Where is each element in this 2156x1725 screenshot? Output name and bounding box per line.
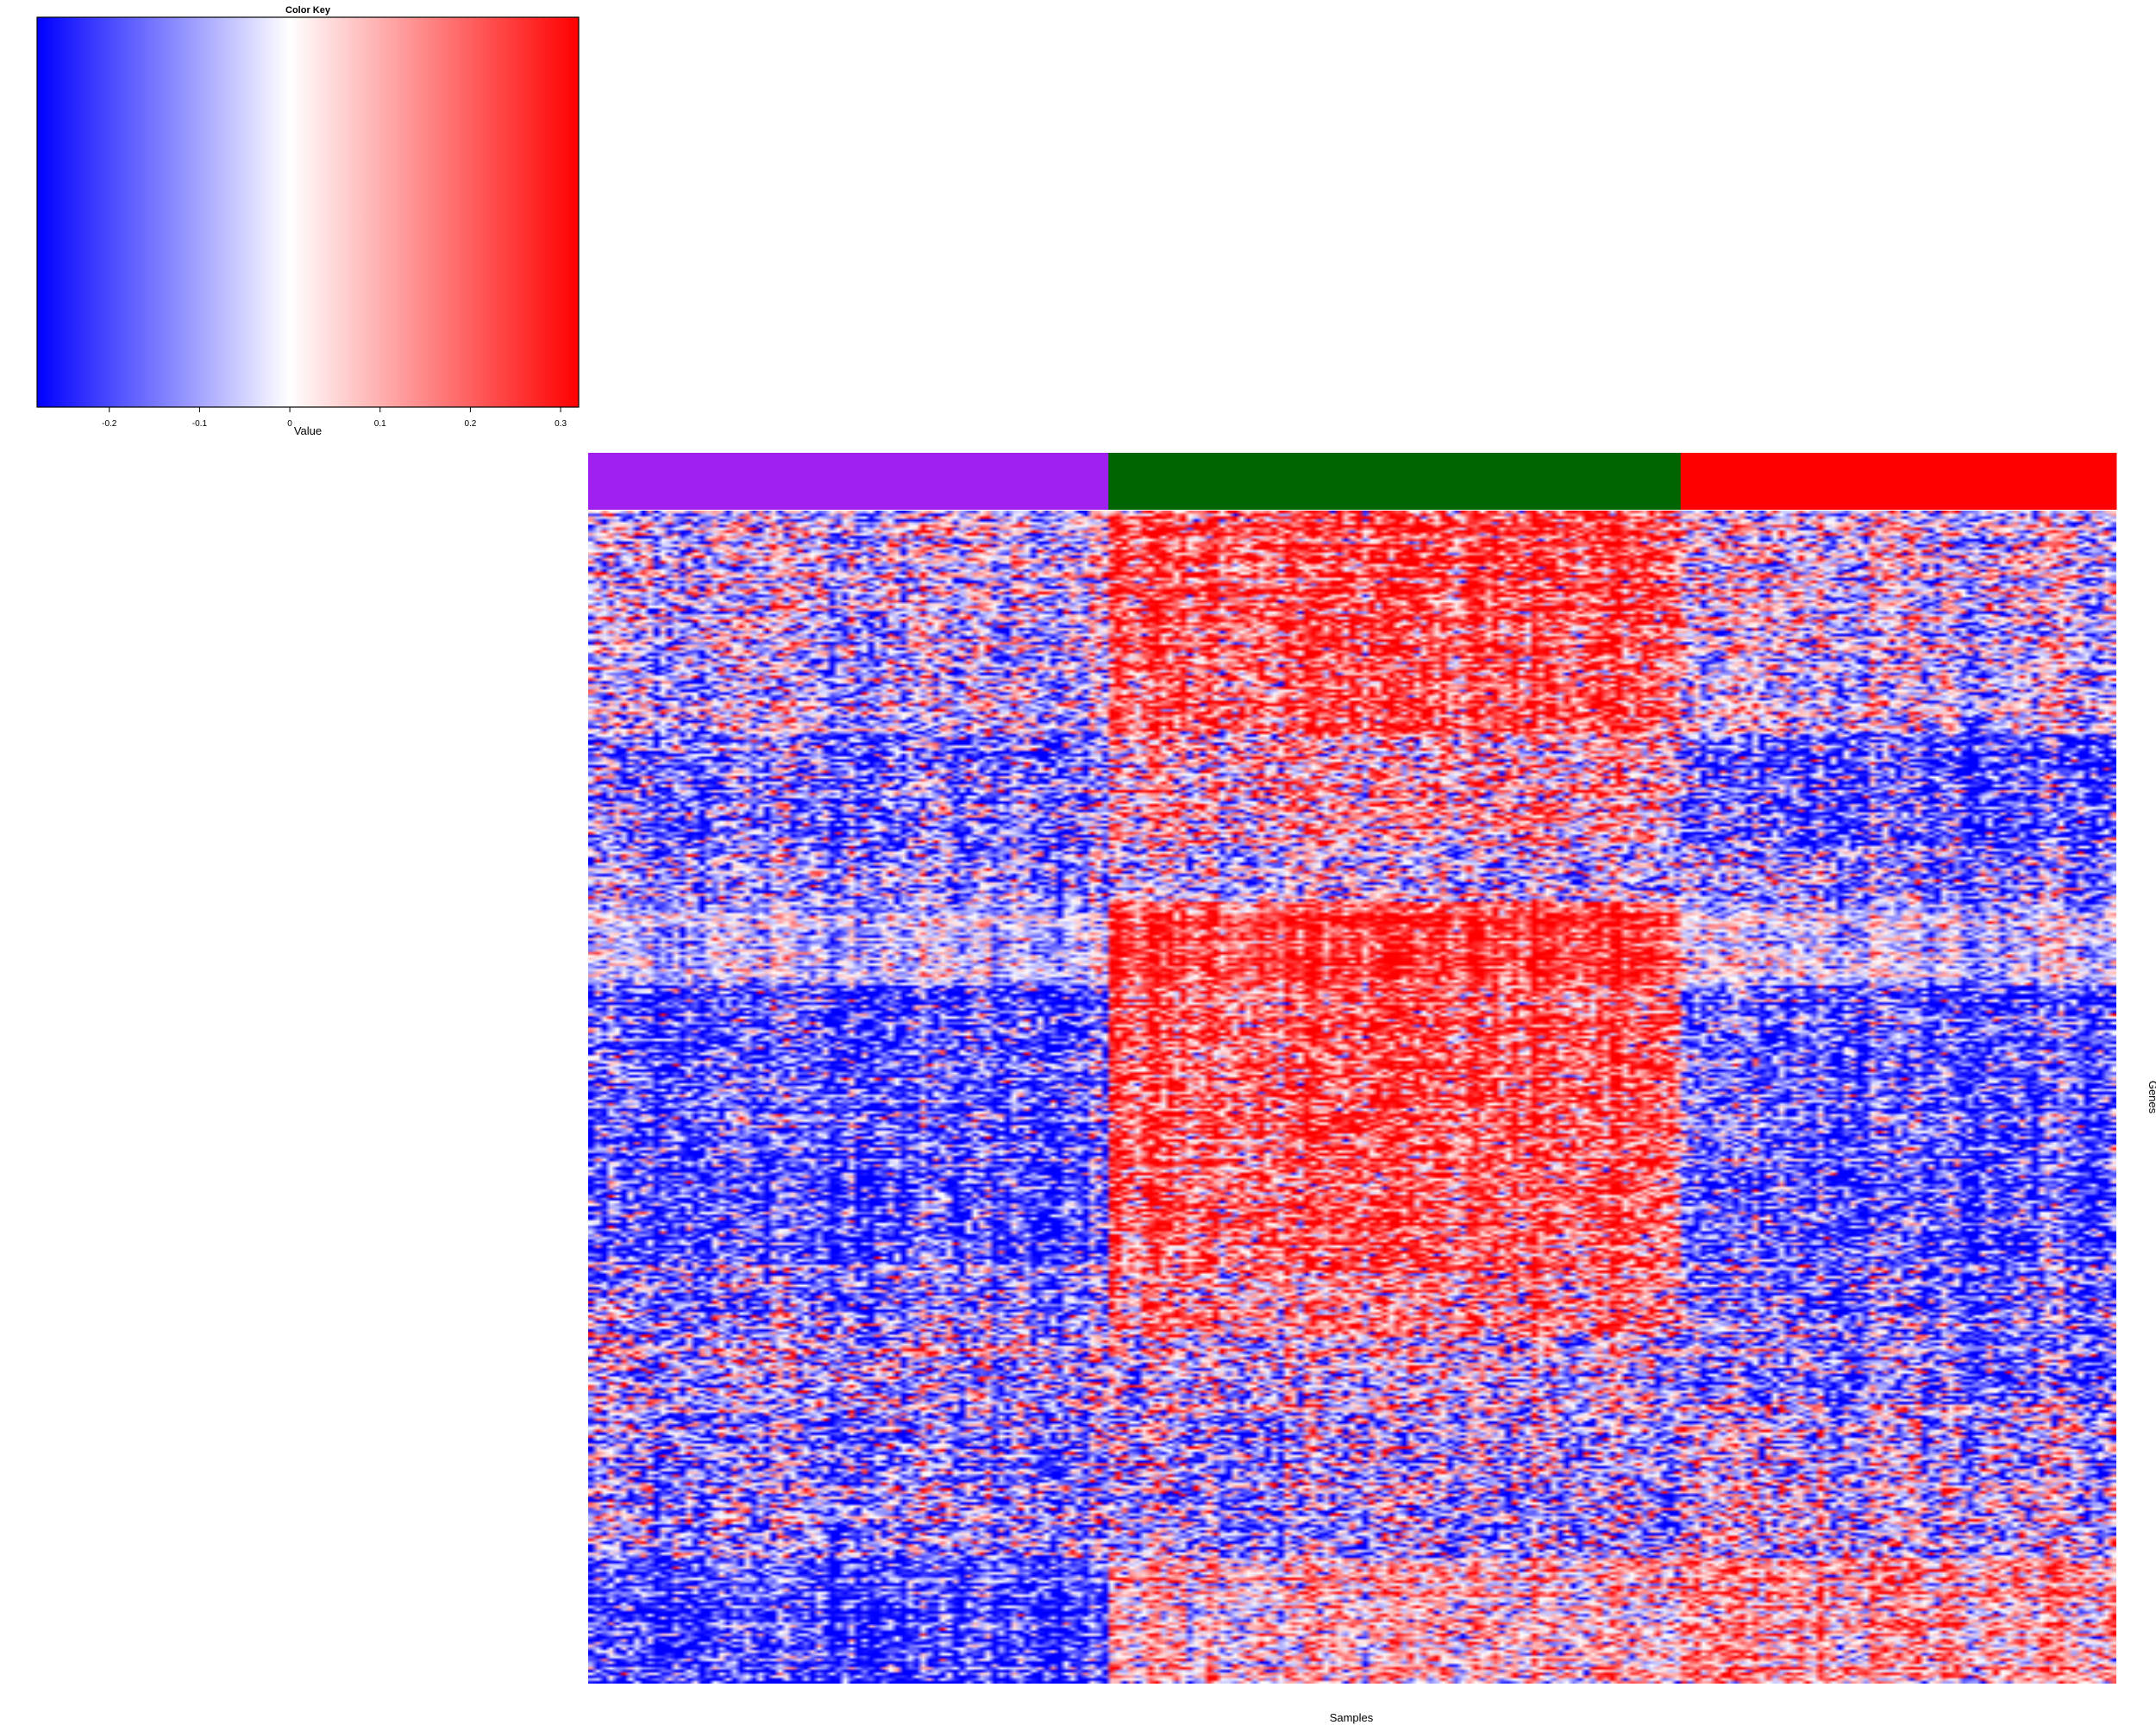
color-key-title: Color Key xyxy=(285,5,331,16)
color-key-xlabel: Value xyxy=(294,424,322,437)
color-key-axis: -0.2 -0.1 0 0.1 0.2 0.3 xyxy=(102,407,567,429)
color-key: Color Key -0.2 -0.1 0 0.1 0.2 0.3 Value xyxy=(36,5,580,437)
x-axis-label: Samples xyxy=(1330,1711,1374,1724)
side-color-group-1 xyxy=(588,453,1109,510)
color-key-tick-label: 0 xyxy=(287,419,292,429)
y-axis-label: Genes xyxy=(2147,1081,2156,1114)
color-key-tick-label: -0.1 xyxy=(192,419,208,429)
side-color-group-3 xyxy=(1680,453,2117,510)
color-key-tick-label: -0.2 xyxy=(102,419,117,429)
color-key-gradient xyxy=(36,16,580,408)
color-key-tick-label: 0.2 xyxy=(464,419,476,429)
heatmap-cells xyxy=(588,511,2116,1684)
color-key-tick-label: 0.3 xyxy=(555,419,567,429)
side-color-group-2 xyxy=(1108,453,1682,510)
color-key-tick-label: 0.1 xyxy=(374,419,386,429)
column-side-colors xyxy=(588,453,2117,510)
